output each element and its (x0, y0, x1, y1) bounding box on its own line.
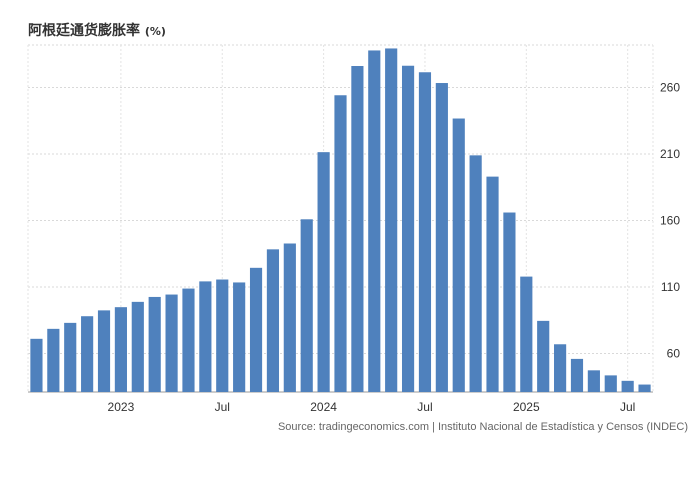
y-tick-label: 260 (660, 81, 680, 95)
bar (165, 294, 178, 392)
bar-series (30, 48, 651, 393)
bar (554, 344, 567, 392)
bar (249, 267, 263, 392)
bar (300, 219, 313, 392)
bar (182, 288, 195, 392)
bar (131, 301, 144, 392)
bar (233, 282, 246, 392)
bar (469, 155, 482, 392)
bar (47, 328, 60, 392)
x-tick-label: 2025 (513, 400, 540, 414)
y-tick-label: 60 (667, 346, 681, 360)
x-tick-label: Jul (215, 400, 230, 414)
x-tick-label: 2023 (108, 400, 135, 414)
x-tick-label: Jul (620, 400, 635, 414)
bar (317, 152, 330, 392)
bar (570, 358, 584, 392)
bar (604, 375, 617, 392)
bar (435, 83, 448, 393)
bar (283, 243, 296, 392)
bar (452, 118, 465, 392)
source-note: Source: tradingeconomics.com | Instituto… (277, 421, 688, 433)
bar (368, 50, 381, 392)
bar (114, 307, 127, 392)
bar (266, 249, 280, 392)
bar (418, 72, 432, 392)
y-axis-ticks: 60 110 160 210 260 (660, 81, 680, 361)
chart-title: 阿根廷通货膨胀率 (%) (28, 20, 166, 40)
bar (520, 276, 533, 392)
bar (148, 296, 161, 392)
bar (503, 212, 516, 392)
bar (401, 65, 415, 392)
bar (351, 66, 364, 392)
bar (638, 384, 651, 392)
y-tick-label: 160 (660, 213, 680, 227)
bar (537, 320, 550, 392)
bar (30, 338, 43, 392)
y-tick-label: 110 (661, 280, 680, 294)
bar (334, 95, 347, 392)
bar (385, 48, 398, 393)
bar (81, 316, 94, 392)
bar (64, 322, 77, 392)
bar (216, 279, 229, 392)
bar (199, 281, 212, 392)
x-tick-label: 2024 (310, 400, 337, 414)
bar (621, 380, 634, 392)
chart-title-text: 阿根廷通货膨胀率 (28, 23, 140, 39)
x-tick-label: Jul (417, 400, 432, 414)
bar (486, 176, 499, 392)
bar (587, 370, 600, 392)
y-tick-label: 210 (660, 147, 680, 161)
x-axis-ticks: 2023 Jul 2024 Jul 2025 Jul (108, 400, 636, 414)
bar (97, 310, 111, 392)
chart-title-unit: (%) (144, 25, 166, 38)
